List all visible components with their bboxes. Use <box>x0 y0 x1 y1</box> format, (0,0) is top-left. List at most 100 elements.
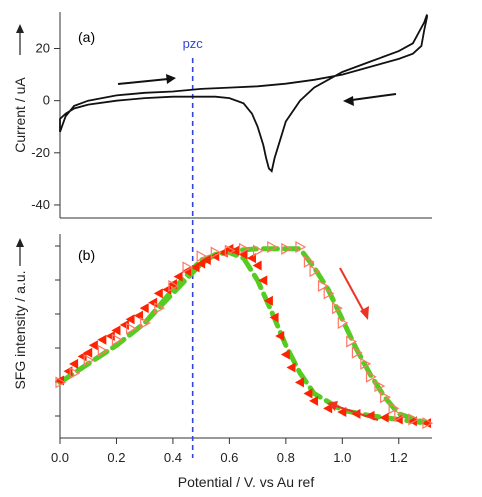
filled-marker-17 <box>173 271 183 282</box>
open-marker-7 <box>154 302 166 315</box>
open-marker-9 <box>182 261 194 274</box>
open-marker-23 <box>337 316 349 330</box>
panel-b-xtick-label-4: 0.8 <box>277 450 295 465</box>
reverse-scan-arrow <box>351 93 397 101</box>
open-marker-32 <box>408 413 420 426</box>
panel-a-ytick-label-3: 20 <box>36 41 50 56</box>
filled-marker-8 <box>111 325 121 336</box>
open-marker-20 <box>317 279 329 292</box>
open-marker-31 <box>394 409 406 422</box>
pzc-label: pzc <box>183 36 204 51</box>
forward-scan-arrow <box>117 78 169 85</box>
filled-marker-14 <box>153 288 163 299</box>
open-marker-24 <box>346 335 358 348</box>
open-marker-21 <box>323 287 335 300</box>
open-marker-12 <box>224 244 236 257</box>
panel-b-ylabel-group: SFG intensity / a.u. <box>12 270 28 389</box>
forward-scan-arrowhead <box>166 74 176 84</box>
panel-a-axes <box>59 12 432 219</box>
reverse-scan-arrowhead <box>343 96 354 106</box>
open-marker-1 <box>69 367 81 380</box>
open-marker-0 <box>55 376 67 389</box>
filled-marker-20 <box>196 258 206 269</box>
open-marker-13 <box>238 242 250 255</box>
filled-marker-19 <box>190 262 200 273</box>
filled-marker-45 <box>422 418 431 429</box>
open-marker-29 <box>380 391 391 404</box>
cv-trace <box>59 14 428 173</box>
filled-marker-0 <box>55 375 64 386</box>
open-marker-10 <box>196 250 208 263</box>
panel-a-y-ticks: -40 -20 0 20 <box>31 41 60 212</box>
filled-marker-13 <box>148 297 158 308</box>
filled-marker-12 <box>139 303 149 314</box>
open-marker-15 <box>267 240 278 254</box>
open-marker-28 <box>374 380 386 393</box>
open-marker-25 <box>351 346 363 359</box>
filled-marker-37 <box>309 395 319 406</box>
panel-b-ticks: 0.0 0.2 0.4 0.6 0.8 1.0 1.2 <box>51 245 408 465</box>
filled-marker-21 <box>201 254 211 265</box>
filled-marker-36 <box>303 388 313 399</box>
filled-marker-9 <box>119 319 129 330</box>
panel-a-ytick-label-0: -40 <box>31 197 50 212</box>
panel-a-ytick-label-1: -20 <box>31 145 50 160</box>
panel-b-axes <box>59 234 432 439</box>
panel-b-label: (b) <box>78 247 95 263</box>
filled-marker-7 <box>105 331 115 341</box>
panel-b-markers <box>55 240 434 430</box>
open-marker-16 <box>281 242 293 255</box>
panel-b-ylabel-arrowhead <box>16 238 24 247</box>
open-marker-14 <box>253 244 264 257</box>
panel-a-ytick-label-2: 0 <box>43 93 50 108</box>
filled-marker-4 <box>83 347 93 358</box>
open-marker-18 <box>303 255 315 268</box>
filled-marker-16 <box>167 279 177 290</box>
filled-marker-26 <box>238 249 248 260</box>
filled-marker-31 <box>269 312 279 323</box>
open-marker-5 <box>125 322 137 335</box>
open-marker-17 <box>295 240 307 254</box>
reverse-sfg-arrowhead <box>327 401 338 411</box>
forward-sfg-arrow <box>339 267 365 313</box>
filled-marker-5 <box>88 340 98 351</box>
panel-a-ylabel: Current / uA <box>12 77 28 153</box>
panel-b-fits <box>57 246 430 426</box>
panel-a-ylabel-group: Current / uA <box>12 77 28 153</box>
filled-marker-33 <box>280 349 290 360</box>
filled-marker-40 <box>351 408 361 419</box>
open-marker-30 <box>388 402 400 415</box>
panel-a-label: (a) <box>78 29 95 45</box>
open-marker-33 <box>422 417 434 430</box>
open-marker-2 <box>83 354 95 367</box>
sfg-fit-line-0 <box>57 249 430 426</box>
open-marker-11 <box>210 246 222 259</box>
filled-marker-42 <box>379 412 389 423</box>
filled-marker-6 <box>97 334 107 345</box>
open-marker-6 <box>140 316 151 330</box>
open-marker-27 <box>365 370 377 383</box>
open-marker-22 <box>332 302 343 315</box>
forward-sfg-arrowhead <box>360 306 369 320</box>
open-marker-26 <box>360 357 372 370</box>
open-marker-19 <box>309 265 321 278</box>
filled-marker-28 <box>252 260 262 271</box>
open-marker-4 <box>111 333 123 346</box>
panel-b-xtick-label-2: 0.4 <box>164 450 182 465</box>
filled-marker-32 <box>275 331 285 341</box>
panel-b-arrows <box>327 267 379 421</box>
sfg-fit-line-1 <box>57 246 430 426</box>
panel-a-arrows <box>117 74 397 106</box>
filled-marker-30 <box>263 295 273 306</box>
panel-b-xtick-label-0: 0.0 <box>51 450 69 465</box>
filled-marker-44 <box>407 416 417 427</box>
panel-b-ylabel: SFG intensity / a.u. <box>12 270 28 389</box>
filled-marker-10 <box>125 314 135 325</box>
filled-marker-34 <box>286 362 296 373</box>
panel-b-xtick-label-3: 0.6 <box>220 450 238 465</box>
filled-marker-29 <box>258 275 268 286</box>
reverse-sfg-arrow <box>335 405 379 421</box>
panel-b-xlabel: Potential / V. vs Au ref <box>178 474 315 490</box>
